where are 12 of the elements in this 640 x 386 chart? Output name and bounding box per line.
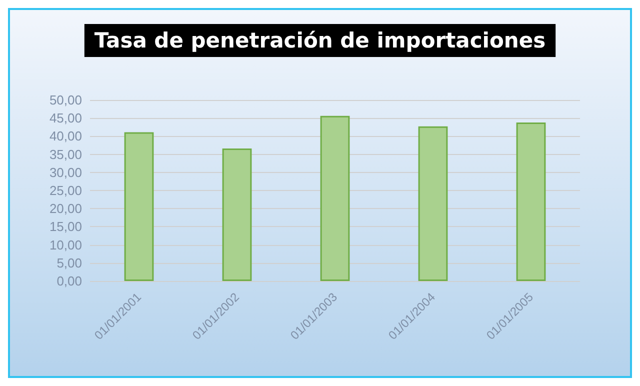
y-tick-label: 5,00 xyxy=(56,255,82,270)
y-tick-label: 0,00 xyxy=(56,274,82,288)
chart-title: Tasa de penetración de importaciones xyxy=(94,28,546,52)
y-tick-label: 30,00 xyxy=(49,164,82,180)
y-tick-label: 35,00 xyxy=(49,146,82,162)
y-tick-label: 15,00 xyxy=(49,219,82,234)
y-tick-label: 20,00 xyxy=(49,201,82,216)
y-tick-label: 25,00 xyxy=(49,183,82,198)
y-tick-label: 45,00 xyxy=(49,110,82,126)
y-tick-label: 50,00 xyxy=(49,92,82,108)
y-tick-label: 40,00 xyxy=(49,128,82,144)
y-tick-label: 10,00 xyxy=(49,237,82,252)
